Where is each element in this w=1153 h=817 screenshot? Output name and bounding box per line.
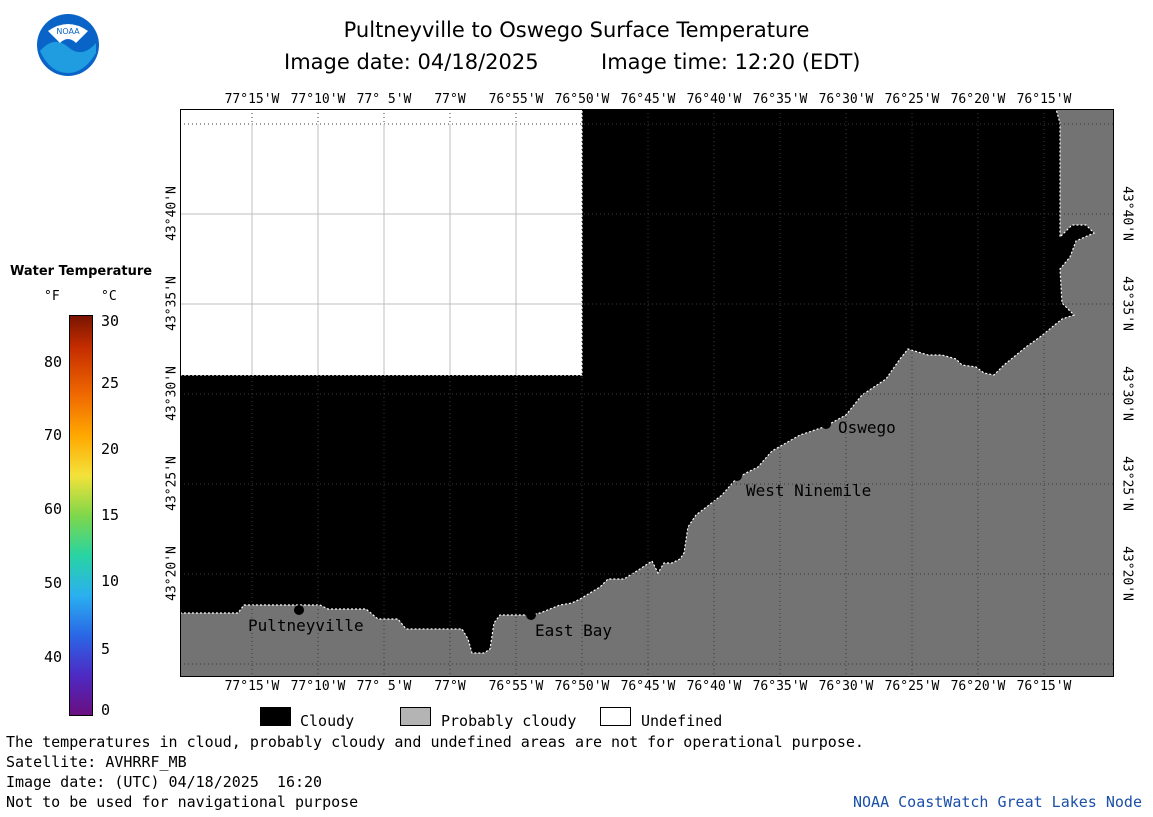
- legend-probably-cloudy-swatch: [400, 707, 431, 726]
- place-label-oswego: Oswego: [838, 418, 896, 437]
- place-label-east-bay: East Bay: [535, 621, 613, 640]
- lon-tick-bottom: 76°50'W: [554, 679, 610, 694]
- colorbar-c-tick: 20: [101, 440, 120, 458]
- lat-tick-left: 43°20'N: [164, 546, 180, 601]
- graticule: [180, 109, 1114, 677]
- colorbar: [69, 315, 93, 716]
- colorbar-c-tick: 5: [101, 640, 111, 658]
- lat-tick-right: 43°20'N: [1119, 546, 1135, 601]
- lon-tick-top: 76°50'W: [554, 92, 610, 107]
- map-frame: [180, 109, 1114, 677]
- lon-tick-top: 77°15'W: [224, 92, 280, 107]
- lat-tick-left: 43°35'N: [164, 276, 180, 331]
- lon-tick-bottom: 76°45'W: [620, 679, 676, 694]
- lat-tick-right: 43°35'N: [1119, 276, 1135, 331]
- lat-tick-right: 43°30'N: [1119, 366, 1135, 421]
- lon-tick-bottom: 77°W: [434, 679, 466, 694]
- colorbar-c-tick: 30: [101, 312, 120, 330]
- colorbar-c-tick: 0: [101, 701, 111, 719]
- lon-tick-bottom: 76°40'W: [686, 679, 742, 694]
- colorbar-title: Water Temperature: [10, 264, 153, 279]
- lon-tick-top: 77°10'W: [290, 92, 346, 107]
- undefined-area: [180, 109, 582, 375]
- lon-tick-top: 76°45'W: [620, 92, 676, 107]
- lon-tick-bottom: 76°15'W: [1016, 679, 1072, 694]
- lon-tick-top: 77° 5'W: [356, 92, 412, 107]
- colorbar-f-tick: 70: [43, 426, 62, 444]
- colorbar-c-tick: 10: [101, 572, 120, 590]
- colorbar-c-tick: 25: [101, 374, 120, 392]
- lon-tick-top: 76°40'W: [686, 92, 742, 107]
- lon-tick-top: 77°W: [434, 92, 466, 107]
- lat-tick-left: 43°25'N: [164, 456, 180, 511]
- cloudy-area: [180, 109, 1096, 654]
- colorbar-f-tick: 50: [43, 574, 62, 592]
- image-time: Image time: 12:20 (EDT): [601, 50, 861, 74]
- colorbar-f-tick: 40: [43, 648, 62, 666]
- legend-undefined-label: Undefined: [641, 712, 723, 730]
- lat-tick-left: 43°40'N: [164, 186, 180, 241]
- lon-tick-bottom: 77°15'W: [224, 679, 280, 694]
- lon-tick-bottom: 76°30'W: [818, 679, 874, 694]
- lon-tick-top: 76°25'W: [884, 92, 940, 107]
- image-date: Image date: 04/18/2025: [284, 50, 539, 74]
- nav-warning-text: Not to be used for navigational purpose: [6, 793, 359, 811]
- utc-date-text: Image date: (UTC) 04/18/2025 16:20: [6, 773, 323, 791]
- lon-tick-top: 76°55'W: [488, 92, 544, 107]
- lon-tick-top: 76°30'W: [818, 92, 874, 107]
- legend-undefined-swatch: [600, 707, 631, 726]
- noaa-logo: NOAA: [37, 14, 99, 76]
- lat-tick-right: 43°25'N: [1119, 456, 1135, 511]
- legend-probably-cloudy-label: Probably cloudy: [441, 712, 577, 730]
- colorbar-f-tick: 60: [43, 500, 62, 518]
- lon-tick-top: 76°35'W: [752, 92, 808, 107]
- satellite-text: Satellite: AVHRRF_MB: [6, 753, 187, 771]
- west-ninemile-marker: [732, 471, 742, 481]
- colorbar-c-tick: 15: [101, 506, 120, 524]
- lon-tick-bottom: 77° 5'W: [356, 679, 412, 694]
- oswego-marker: [821, 419, 831, 429]
- legend-cloudy-label: Cloudy: [300, 712, 355, 730]
- colorbar-unit-f: °F: [44, 289, 60, 304]
- colorbar-unit-c: °C: [101, 289, 117, 304]
- colorbar-f-tick: 80: [43, 353, 62, 371]
- lat-tick-left: 43°30'N: [164, 366, 180, 421]
- lat-tick-right: 43°40'N: [1119, 186, 1135, 241]
- place-label-west-ninemile: West Ninemile: [746, 481, 872, 500]
- lon-tick-bottom: 76°35'W: [752, 679, 808, 694]
- lon-tick-bottom: 76°20'W: [950, 679, 1006, 694]
- credit-text: NOAA CoastWatch Great Lakes Node: [853, 793, 1142, 811]
- lon-tick-top: 76°15'W: [1016, 92, 1072, 107]
- lon-tick-bottom: 76°55'W: [488, 679, 544, 694]
- pultneyville-marker: [294, 605, 304, 615]
- logo-text: NOAA: [56, 27, 80, 36]
- lon-tick-bottom: 77°10'W: [290, 679, 346, 694]
- place-label-pultneyville: Pultneyville: [248, 616, 364, 635]
- legend-cloudy-swatch: [260, 707, 291, 726]
- disclaimer-text: The temperatures in cloud, probably clou…: [6, 733, 864, 751]
- map-title: Pultneyville to Oswego Surface Temperatu…: [343, 18, 810, 42]
- lon-tick-bottom: 76°25'W: [884, 679, 940, 694]
- lon-tick-top: 76°20'W: [950, 92, 1006, 107]
- east-bay-marker: [526, 610, 536, 620]
